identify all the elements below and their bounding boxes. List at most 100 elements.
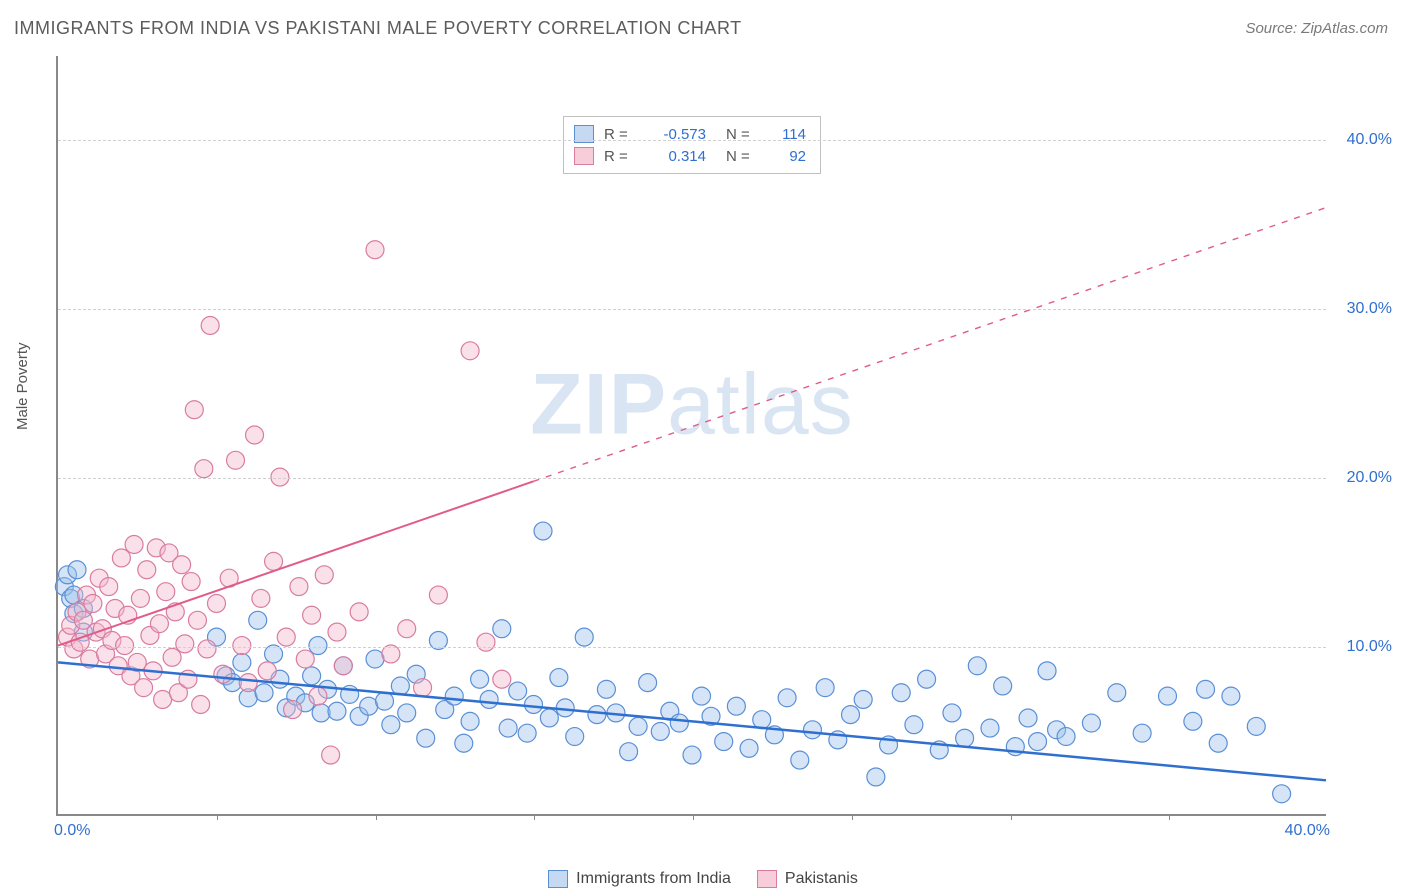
n-value-pakistani: 92 [770, 148, 806, 165]
data-point [1057, 728, 1075, 746]
data-point [376, 692, 394, 710]
data-point [727, 697, 745, 715]
data-point [334, 657, 352, 675]
data-point [350, 603, 368, 621]
data-point [629, 717, 647, 735]
data-point [651, 722, 669, 740]
source-attribution: Source: ZipAtlas.com [1245, 20, 1388, 37]
data-point [100, 578, 118, 596]
data-point [1209, 734, 1227, 752]
plot-area: ZIPatlas 0.0% 40.0% R = -0.573 N = 114 R… [56, 56, 1326, 816]
data-point [284, 701, 302, 719]
data-point [1159, 687, 1177, 705]
data-point [258, 662, 276, 680]
legend-item-pakistani: Pakistanis [757, 870, 858, 888]
data-point [157, 583, 175, 601]
data-point [493, 620, 511, 638]
data-point [740, 739, 758, 757]
legend-item-india: Immigrants from India [548, 870, 731, 888]
swatch-pink-icon [574, 147, 594, 165]
data-point [163, 648, 181, 666]
data-point [303, 606, 321, 624]
data-point [192, 696, 210, 714]
data-point [195, 460, 213, 478]
data-point [227, 451, 245, 469]
x-tick-mark [693, 814, 694, 820]
swatch-blue-icon [548, 870, 568, 888]
data-point [715, 733, 733, 751]
data-point [271, 468, 289, 486]
data-point [315, 566, 333, 584]
data-point [499, 719, 517, 737]
data-point [1108, 684, 1126, 702]
data-point [670, 714, 688, 732]
swatch-pink-icon [757, 870, 777, 888]
data-point [312, 704, 330, 722]
data-point [398, 620, 416, 638]
x-tick-mark [376, 814, 377, 820]
x-tick-mark [534, 814, 535, 820]
data-point [138, 561, 156, 579]
data-point [842, 706, 860, 724]
data-point [198, 640, 216, 658]
data-point [290, 578, 308, 596]
y-tick-label: 30.0% [1332, 300, 1392, 318]
x-tick-max: 40.0% [1285, 822, 1330, 840]
data-point [509, 682, 527, 700]
r-value-pakistani: 0.314 [648, 148, 706, 165]
data-point [309, 687, 327, 705]
data-point [518, 724, 536, 742]
data-point [246, 426, 264, 444]
data-point [322, 746, 340, 764]
data-point [125, 536, 143, 554]
data-point [173, 556, 191, 574]
y-axis-label: Male Poverty [14, 342, 31, 430]
data-point [265, 552, 283, 570]
data-point [892, 684, 910, 702]
data-point [296, 650, 314, 668]
data-point [994, 677, 1012, 695]
data-point [1273, 785, 1291, 803]
data-point [480, 690, 498, 708]
data-point [214, 665, 232, 683]
data-point [328, 702, 346, 720]
data-point [417, 729, 435, 747]
data-point [445, 687, 463, 705]
data-point [791, 751, 809, 769]
legend-row-pakistani: R = 0.314 N = 92 [574, 145, 806, 167]
data-point [277, 628, 295, 646]
data-point [968, 657, 986, 675]
data-point [208, 594, 226, 612]
data-point [1197, 680, 1215, 698]
x-tick-mark [1011, 814, 1012, 820]
data-point [131, 589, 149, 607]
data-point [956, 729, 974, 747]
data-point [477, 633, 495, 651]
x-tick-min: 0.0% [54, 822, 90, 840]
data-point [867, 768, 885, 786]
y-tick-label: 40.0% [1332, 131, 1392, 149]
data-point [753, 711, 771, 729]
gridline-h [58, 309, 1326, 310]
gridline-h [58, 478, 1326, 479]
y-tick-label: 20.0% [1332, 469, 1392, 487]
data-point [525, 696, 543, 714]
x-tick-mark [1169, 814, 1170, 820]
data-point [366, 241, 384, 259]
data-point [135, 679, 153, 697]
data-point [391, 677, 409, 695]
data-point [176, 635, 194, 653]
data-point [1133, 724, 1151, 742]
data-point [182, 573, 200, 591]
data-point [683, 746, 701, 764]
legend-row-india: R = -0.573 N = 114 [574, 123, 806, 145]
data-point [150, 615, 168, 633]
x-tick-mark [217, 814, 218, 820]
trend-line-dashed [534, 208, 1327, 482]
data-point [1222, 687, 1240, 705]
gridline-h [58, 140, 1326, 141]
gridline-h [58, 647, 1326, 648]
n-label: N = [726, 148, 760, 165]
data-point [303, 667, 321, 685]
data-point [534, 522, 552, 540]
